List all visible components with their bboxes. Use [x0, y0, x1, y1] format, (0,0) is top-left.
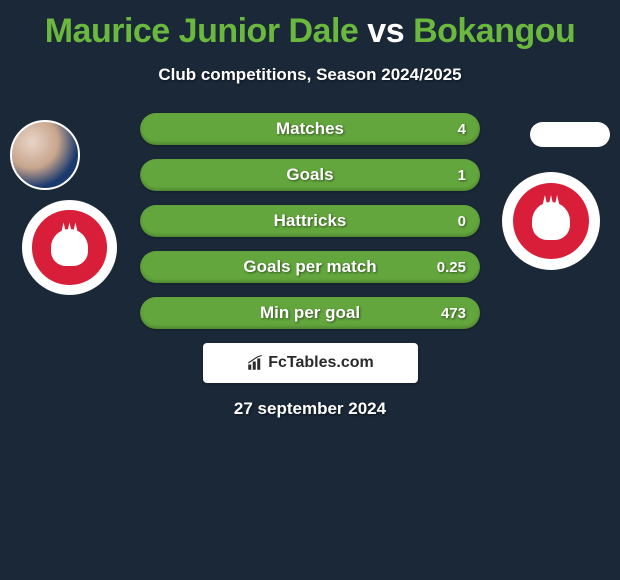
stat-value: 1 [458, 167, 466, 184]
vs-text: vs [367, 12, 404, 50]
site-name: FcTables.com [268, 354, 374, 372]
footer-date: 27 september 2024 [0, 399, 620, 419]
stat-value: 473 [441, 305, 466, 322]
site-badge[interactable]: FcTables.com [203, 343, 418, 383]
stat-row-hattricks: Hattricks 0 [140, 205, 480, 237]
stat-row-goals-per-match: Goals per match 0.25 [140, 251, 480, 283]
stat-row-goals: Goals 1 [140, 159, 480, 191]
stat-row-matches: Matches 4 [140, 113, 480, 145]
subtitle: Club competitions, Season 2024/2025 [0, 65, 620, 85]
stat-label: Hattricks [274, 211, 347, 231]
stat-label: Goals [286, 165, 333, 185]
stat-label: Min per goal [260, 303, 360, 323]
chart-icon [246, 354, 264, 372]
player1-name: Maurice Junior Dale [45, 12, 359, 50]
stat-label: Goals per match [243, 257, 376, 277]
stats-area: Matches 4 Goals 1 Hattricks 0 Goals per … [0, 113, 620, 329]
player2-name: Bokangou [413, 12, 575, 50]
stat-value: 0 [458, 213, 466, 230]
stat-row-min-per-goal: Min per goal 473 [140, 297, 480, 329]
infographic-container: Maurice Junior Dale vs Bokangou Club com… [0, 0, 620, 419]
stat-value: 0.25 [437, 259, 466, 276]
stat-value: 4 [458, 121, 466, 138]
page-title: Maurice Junior Dale vs Bokangou [0, 0, 620, 51]
stat-label: Matches [276, 119, 344, 139]
